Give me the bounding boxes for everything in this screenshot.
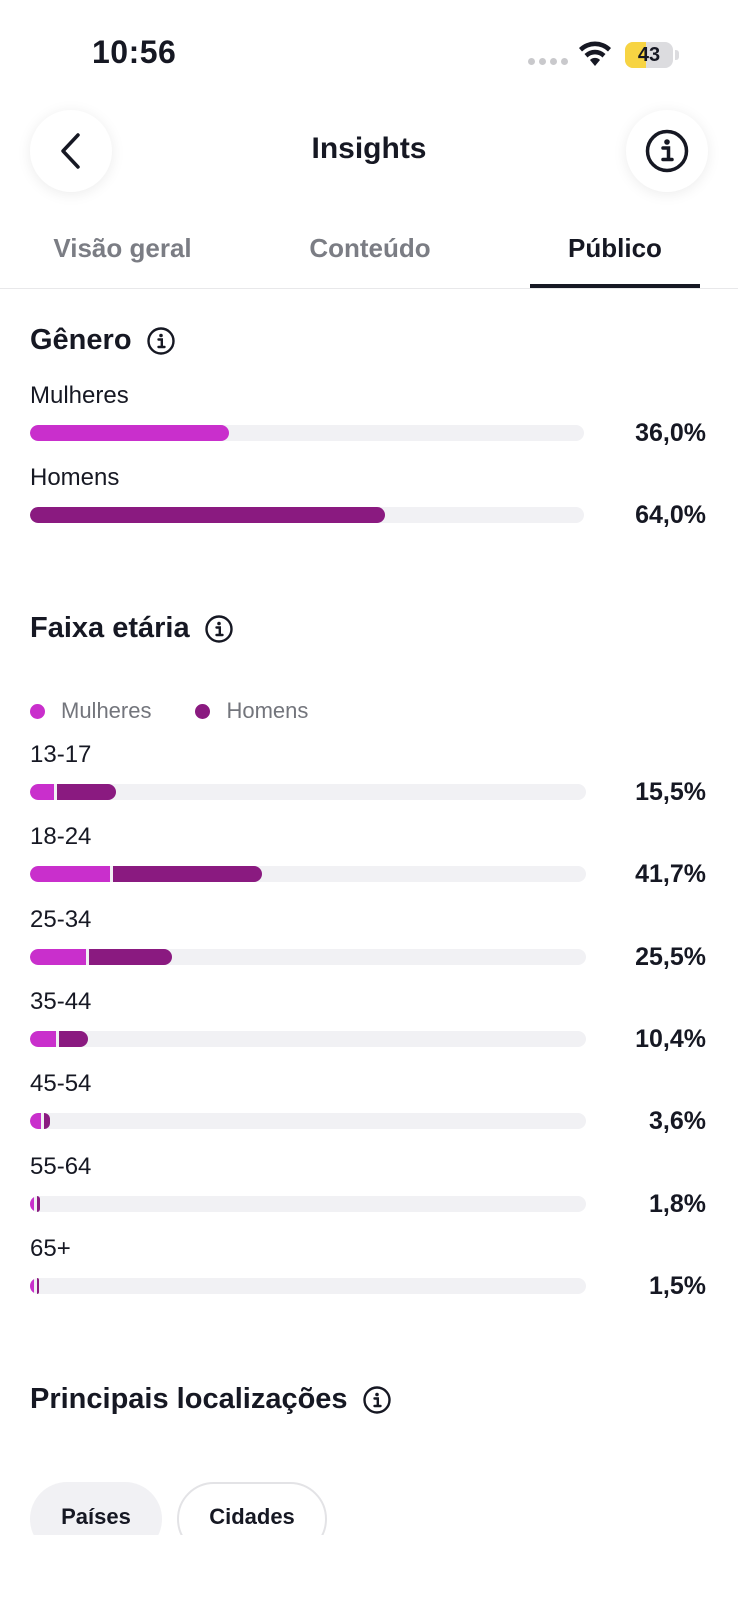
age-bar-track [30, 1113, 586, 1130]
gender-row-label: Homens [30, 464, 120, 491]
age-percentage: 10,4% [635, 1024, 706, 1053]
info-button[interactable] [626, 110, 708, 192]
active-tab-indicator [530, 284, 700, 288]
age-title: Faixa etária [30, 612, 190, 644]
age-percentage: 25,5% [635, 942, 706, 971]
age-bar-men [56, 784, 117, 800]
back-button[interactable] [30, 110, 112, 192]
gender-percentage: 36,0% [635, 419, 706, 447]
legend-men: Homens [195, 698, 308, 724]
age-bar-men [43, 1113, 50, 1130]
age-bar-track [30, 1195, 586, 1212]
chevron-left-icon [61, 133, 80, 169]
age-percentage: 15,5% [635, 778, 706, 806]
info-icon[interactable] [362, 1385, 392, 1415]
cellular-signal-icon [528, 58, 568, 65]
age-row-label: 18-24 [30, 823, 92, 851]
age-row-label: 25-34 [30, 905, 92, 933]
legend-women: Mulheres [30, 698, 151, 724]
gender-title: Gênero [30, 324, 132, 356]
age-percentage: 3,6% [649, 1107, 706, 1136]
age-row-label: 13-17 [30, 741, 92, 768]
age-bar-men [58, 1030, 88, 1047]
tab-content[interactable]: Conteúdo [309, 233, 431, 263]
age-bar-women [30, 1113, 41, 1130]
legend-dot-men [195, 703, 211, 719]
gender-bar-track [30, 507, 584, 523]
gender-row-label: Mulheres [30, 382, 129, 409]
page-title: Insights [311, 132, 427, 165]
age-bar-women [30, 784, 54, 800]
age-percentage: 41,7% [635, 860, 706, 889]
age-bar-track [30, 1030, 586, 1047]
age-bar-track [30, 784, 586, 800]
age-bar-track [30, 866, 586, 883]
age-bar-women [30, 1195, 35, 1212]
age-bar-men [37, 1195, 40, 1212]
age-bar-track [30, 948, 586, 965]
gender-bar-women [30, 425, 230, 441]
battery-icon: 43 [625, 42, 673, 68]
age-bar-women [30, 1030, 56, 1047]
legend-dot-women [30, 703, 45, 719]
legend-women-label: Mulheres [61, 698, 152, 723]
age-bar-men [112, 866, 262, 883]
gender-percentage: 64,0% [635, 501, 706, 529]
locations-section-title: Principais localizações [30, 1383, 392, 1416]
age-bar-men [36, 1277, 39, 1294]
battery-cap [675, 50, 679, 60]
age-bar-track [30, 1277, 586, 1294]
tab-overview[interactable]: Visão geral [53, 233, 192, 263]
legend-men-label: Homens [226, 698, 309, 723]
wifi-icon [579, 41, 611, 66]
age-bar-women [30, 948, 86, 965]
gender-bar-men [30, 507, 385, 523]
age-legend: Mulheres Homens [30, 698, 352, 724]
age-row-label: 55-64 [30, 1152, 92, 1180]
battery-level [625, 42, 646, 68]
info-icon[interactable] [204, 614, 234, 644]
age-bar-men [88, 948, 172, 965]
gender-bar-track [30, 425, 584, 441]
age-section-title: Faixa etária [30, 612, 234, 645]
age-bar-women [30, 1277, 34, 1294]
age-bar-women [30, 866, 110, 883]
age-row-label: 35-44 [30, 987, 92, 1015]
age-row-label: 65+ [30, 1234, 71, 1262]
screen-bottom-edge [0, 1535, 738, 1600]
info-icon [645, 129, 689, 173]
locations-title: Principais localizações [30, 1383, 348, 1415]
gender-section-title: Gênero [30, 324, 176, 357]
age-row-label: 45-54 [30, 1070, 92, 1098]
info-icon[interactable] [146, 326, 176, 356]
age-percentage: 1,5% [649, 1271, 706, 1300]
age-percentage: 1,8% [649, 1189, 706, 1218]
tab-audience[interactable]: Público [568, 233, 662, 263]
battery-percentage: 43 [637, 44, 661, 66]
tab-bar: Visão geral Conteúdo Público [0, 225, 738, 289]
status-time: 10:56 [92, 34, 177, 70]
